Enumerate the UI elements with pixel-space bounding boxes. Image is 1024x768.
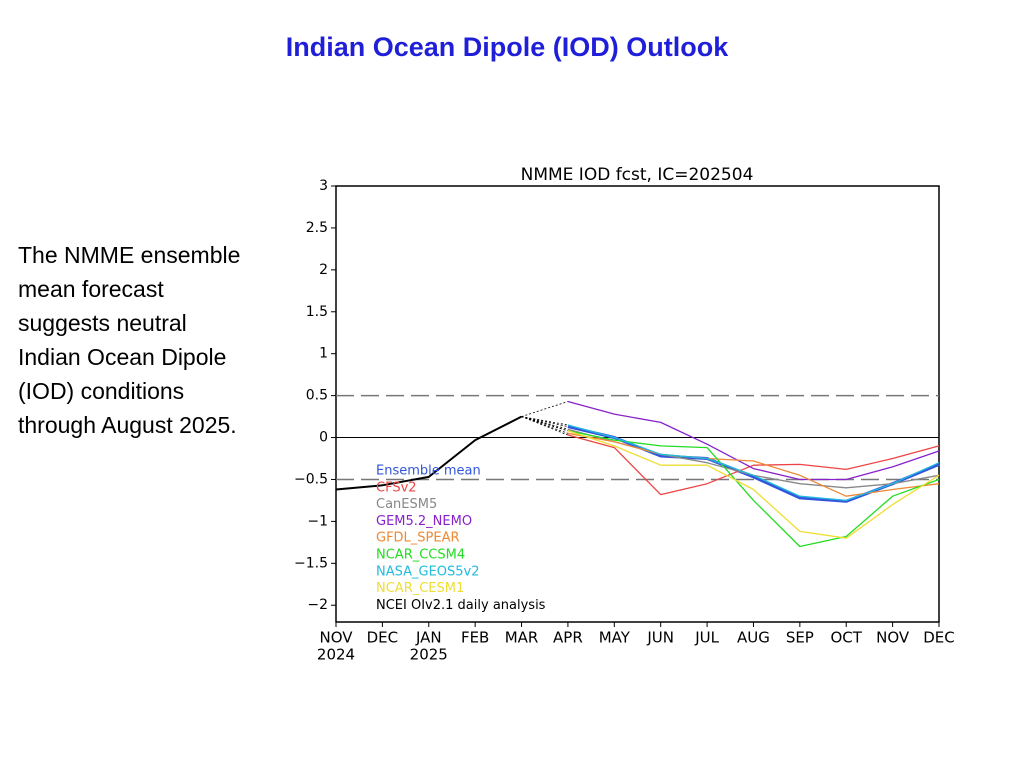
- series-line: [567, 432, 940, 497]
- legend-entry: CanESM5: [376, 497, 437, 512]
- legend-entry: Ensemble mean: [376, 464, 481, 479]
- series-line: [567, 400, 940, 481]
- body-line: mean forecast: [18, 276, 164, 302]
- legend-entry: GEM5.2_NEMO: [376, 514, 472, 529]
- y-tick-label: 1.5: [306, 304, 328, 320]
- x-tick-label: APR: [553, 629, 583, 647]
- body-line: through August 2025.: [18, 412, 237, 438]
- plot-frame: [335, 185, 940, 623]
- chart-title: NMME IOD fcst, IC=202504: [521, 165, 754, 185]
- x-tick-label: JUL: [694, 629, 719, 647]
- y-tick-label: 1: [319, 346, 328, 362]
- body-line: Indian Ocean Dipole: [18, 344, 227, 370]
- body-line: The NMME ensemble: [18, 242, 241, 268]
- x-tick-label: DEC: [367, 629, 399, 647]
- slide-body: The NMME ensemble mean forecast suggests n…: [18, 238, 240, 442]
- x-tick-label: NOV: [319, 629, 353, 647]
- connector: [521, 416, 569, 434]
- slide-title: Indian Ocean Dipole (IOD) Outlook: [285, 32, 729, 62]
- x-year-label: 2025: [410, 646, 448, 664]
- x-tick-label: MAY: [599, 629, 631, 647]
- y-tick-label: −1.5: [294, 555, 328, 571]
- series-line: [567, 430, 940, 548]
- x-tick-label: SEP: [786, 629, 814, 647]
- legend-entry: NASA_GEOS5v2: [376, 564, 480, 579]
- x-tick-label: NOV: [876, 629, 910, 647]
- legend-entry: NCAR_CCSM4: [376, 548, 465, 563]
- y-tick-label: 0: [319, 430, 328, 446]
- legend-entry: NCAR_CESM1: [376, 581, 464, 596]
- series-line: [567, 434, 940, 496]
- connector: [521, 401, 569, 417]
- x-tick-label: DEC: [923, 629, 955, 647]
- legend-entry: NCEI OIv2.1 daily analysis: [376, 598, 546, 613]
- connector: [521, 416, 569, 436]
- y-tick-label: −2: [307, 597, 328, 613]
- x-tick-label: AUG: [737, 629, 770, 647]
- y-tick-label: 2: [319, 262, 328, 278]
- y-tick-label: −0.5: [294, 471, 328, 487]
- series-line: [567, 424, 940, 502]
- connector: [521, 416, 569, 432]
- x-tick-label: JAN: [415, 629, 442, 647]
- x-tick-label: JUN: [646, 629, 674, 647]
- y-tick-label: 0.5: [306, 388, 328, 404]
- legend-entry: GFDL_SPEAR: [376, 531, 460, 546]
- series-line: [335, 415, 522, 491]
- legend-entry: CFSv2: [376, 480, 417, 495]
- x-tick-label: MAR: [505, 629, 539, 647]
- body-line: (IOD) conditions: [18, 378, 185, 404]
- x-tick-label: OCT: [831, 629, 863, 647]
- x-year-label: 2024: [317, 646, 355, 664]
- connector: [521, 416, 569, 430]
- series-line: [567, 430, 940, 539]
- y-tick-label: 3: [319, 178, 328, 194]
- body-line: suggests neutral: [18, 310, 187, 336]
- x-tick-label: FEB: [461, 629, 489, 647]
- y-tick-label: −1: [307, 513, 328, 529]
- y-tick-label: 2.5: [306, 220, 328, 236]
